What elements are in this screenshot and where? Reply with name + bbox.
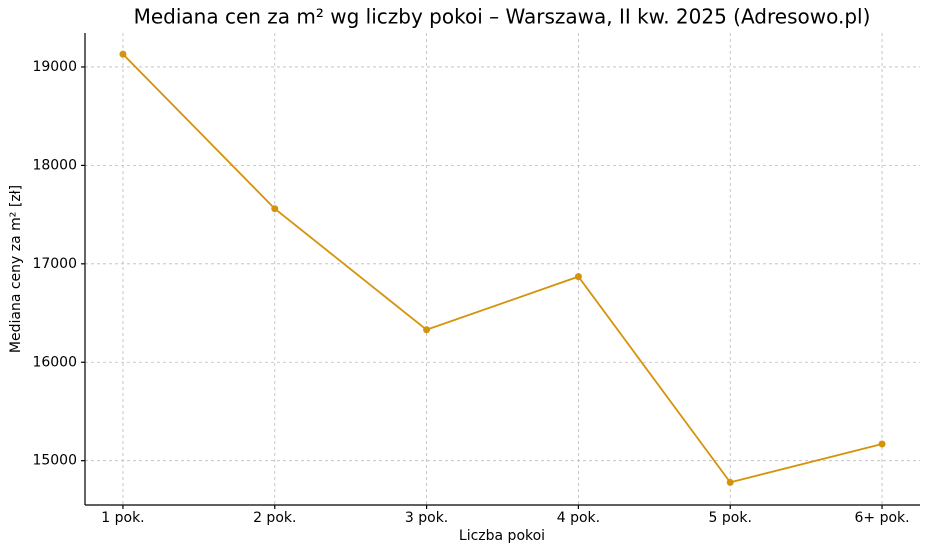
x-tick-label: 3 pok. [405,510,448,526]
y-tick-label: 18000 [32,157,77,173]
point [878,440,886,448]
x-tick-label: 5 pok. [709,510,752,526]
y-tick-label: 19000 [32,59,77,75]
point [119,50,127,58]
y-tick-label: 17000 [32,256,77,272]
x-tick-label: 1 pok. [101,510,144,526]
x-axis-label: Liczba pokoi [459,528,545,544]
y-tick-label: 16000 [32,354,77,370]
point [574,273,582,281]
point [726,478,734,486]
x-tick-label: 4 pok. [557,510,600,526]
chart-title: Mediana cen za m² wg liczby pokoi – Wars… [134,5,871,29]
y-axis-label: Mediana ceny za m² [zł] [8,185,24,353]
x-tick-label: 2 pok. [253,510,296,526]
x-tick-label: 6+ pok. [854,510,909,526]
point [271,205,279,213]
point [423,326,431,334]
line [122,53,883,484]
y-tick-label: 15000 [32,453,77,469]
